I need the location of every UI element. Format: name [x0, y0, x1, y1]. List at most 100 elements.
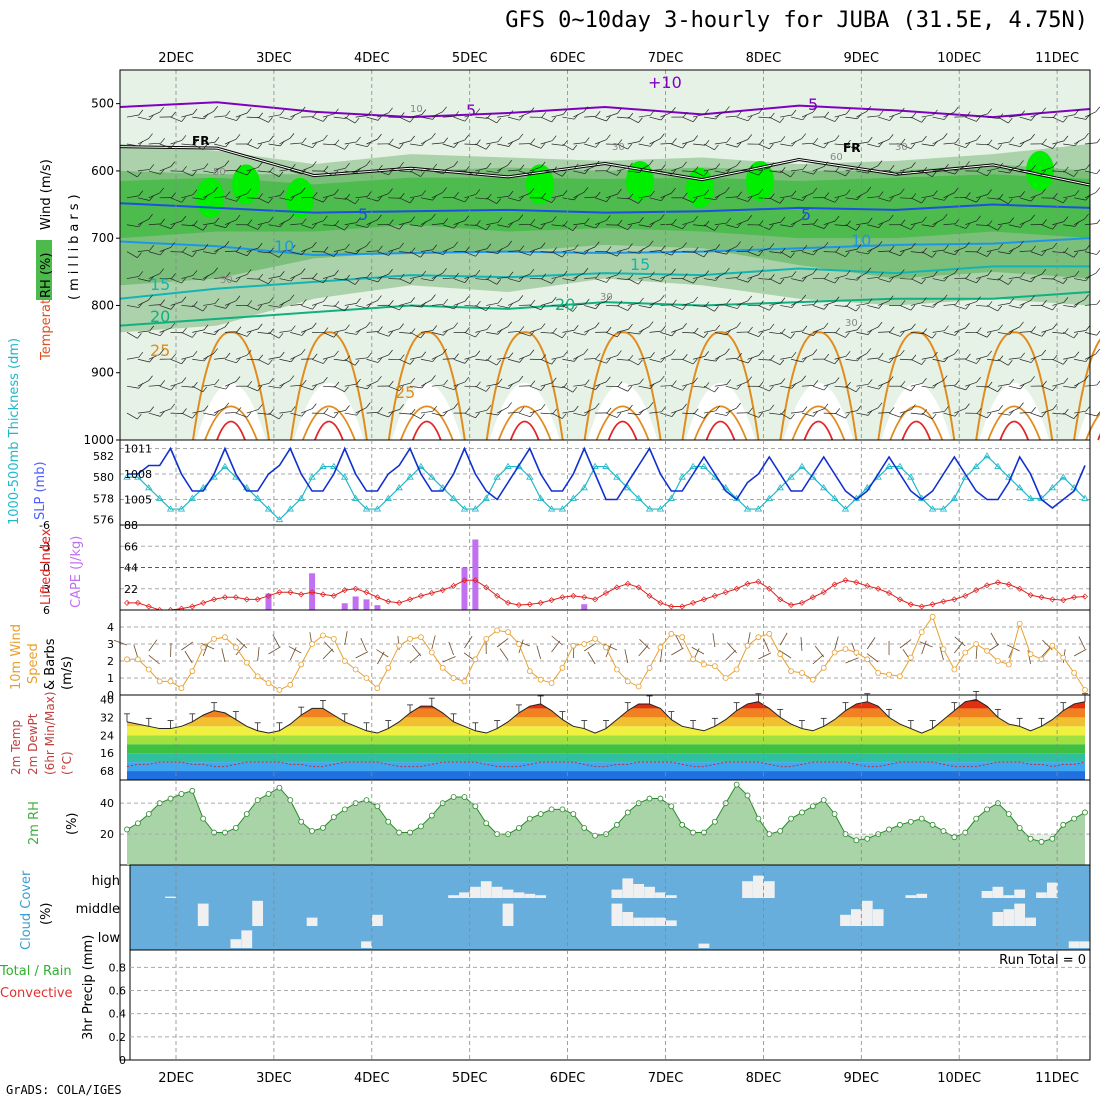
wind-barb — [333, 410, 346, 414]
wind-barb — [660, 170, 673, 175]
wind-barb-flag — [496, 279, 502, 285]
rh-marker — [287, 797, 294, 803]
wind-barb — [1030, 332, 1043, 337]
wind-barb — [507, 411, 521, 414]
wind-barb-flag — [672, 218, 677, 225]
wind-barb — [943, 412, 956, 417]
wind-barb — [148, 304, 161, 306]
wind-barb-flag — [1030, 357, 1036, 363]
wind-barb — [812, 224, 825, 229]
wind-barb — [224, 250, 237, 252]
wind-barb — [1074, 358, 1086, 362]
wind-panel — [119, 609, 1091, 696]
wind-barb-flag — [780, 216, 786, 223]
rh-marker — [1060, 821, 1067, 828]
wind-barb-flag — [966, 353, 971, 360]
wind-barb-flag — [888, 376, 894, 382]
slp-tick: 1005 — [124, 494, 152, 507]
rh-marker — [907, 818, 914, 825]
isotherm-label: 20 — [555, 295, 575, 314]
wind-barb-flag — [877, 241, 883, 247]
date-label-top: 9DEC — [844, 51, 880, 66]
wind-barb-flag — [889, 276, 894, 283]
wind-barb — [573, 192, 585, 199]
wind-barb — [224, 169, 237, 172]
wind-barb-flag — [388, 169, 394, 176]
wind-barb — [388, 328, 400, 333]
wind-barb — [268, 275, 281, 279]
wind-barb — [377, 112, 389, 118]
date-label-top: 2DEC — [158, 51, 194, 66]
wind-barb — [355, 407, 367, 414]
wind-barb — [322, 170, 335, 177]
wind-barb-flag — [748, 326, 753, 333]
wind-barb — [1063, 275, 1076, 279]
isotherm-25-dome — [779, 331, 858, 441]
isotherm-label: 5 — [801, 205, 811, 224]
wind-barb — [899, 247, 912, 252]
wind-barb — [780, 170, 791, 178]
wind-barb — [910, 221, 923, 226]
wind-barb-flag — [485, 386, 491, 392]
wind-barb-flag — [889, 326, 895, 332]
wind-barb — [159, 408, 171, 414]
wind-barb — [224, 138, 237, 145]
wind-barb — [812, 166, 825, 172]
wind-barb — [747, 274, 759, 279]
wind-barb — [442, 246, 454, 252]
wind-barb-flag — [323, 165, 329, 172]
wind-barb — [497, 385, 509, 390]
lifted-index-marker — [788, 602, 795, 609]
wind-barb-flag — [181, 135, 187, 141]
wind-barb-flag — [334, 108, 339, 115]
wind-barb-flag — [160, 168, 165, 175]
thickness-marker — [765, 494, 774, 501]
wind-barb — [322, 143, 335, 146]
cloud-level-label: high — [92, 874, 120, 889]
wind-barb — [181, 113, 194, 118]
wind-barb — [1073, 380, 1085, 387]
lifted-index-marker — [907, 601, 914, 608]
cape-bar — [374, 605, 381, 610]
wind-barb-flag — [1074, 270, 1080, 277]
wind-barb — [910, 140, 923, 145]
wind-barb-flag — [432, 405, 438, 412]
cloud-cell-middle — [306, 917, 318, 926]
wind-barb — [322, 305, 335, 307]
wind-barb-flag — [823, 223, 829, 229]
lifted-index-marker — [472, 577, 479, 584]
wind-barb — [584, 246, 596, 252]
wind-barb-flag — [552, 247, 557, 253]
rh-contour-label: 50 — [213, 167, 226, 178]
wind-barb — [290, 304, 303, 306]
wind-barb — [551, 251, 563, 258]
rh-cell-80 — [232, 164, 260, 205]
wind-barb — [649, 411, 662, 414]
rh-marker — [1027, 835, 1034, 842]
rh-tick: 20 — [100, 828, 114, 841]
wind-barb-flag — [137, 333, 142, 339]
wind-barb — [671, 327, 683, 333]
wind-barb — [475, 197, 488, 200]
wind-barb-flag — [562, 351, 568, 357]
wind-barb-flag — [496, 359, 502, 366]
wind-barb — [464, 274, 477, 279]
wind-barb — [899, 167, 912, 172]
wind-barb — [192, 278, 205, 281]
wind-barb-flag — [399, 161, 404, 168]
wind-barb — [159, 327, 171, 333]
cape-bar — [309, 573, 316, 610]
wind-barb-flag — [291, 325, 296, 331]
wind-barb — [518, 273, 531, 279]
ylabel-convective: Convective — [0, 986, 73, 1001]
wind-barb-flag — [301, 137, 307, 144]
wind-barb — [322, 274, 335, 279]
wind-barb-flag — [1020, 191, 1025, 197]
wind-barb-flag — [464, 296, 470, 302]
wind-barb — [148, 412, 161, 417]
wind-barb — [823, 358, 835, 365]
wind-barb-flag — [736, 241, 741, 247]
wind-barb-flag — [476, 300, 481, 307]
wind-barb — [431, 412, 444, 417]
